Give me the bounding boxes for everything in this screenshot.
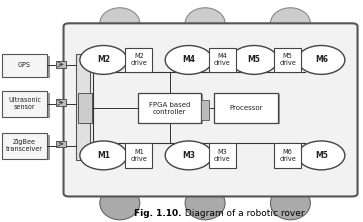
Ellipse shape xyxy=(100,8,140,39)
Ellipse shape xyxy=(185,8,225,39)
Text: M2: M2 xyxy=(97,56,110,64)
Text: M6: M6 xyxy=(315,56,328,64)
FancyBboxPatch shape xyxy=(214,93,278,123)
FancyBboxPatch shape xyxy=(56,99,66,106)
Text: M3
drive: M3 drive xyxy=(214,149,231,162)
FancyBboxPatch shape xyxy=(209,48,236,72)
FancyBboxPatch shape xyxy=(4,135,50,160)
Text: M1: M1 xyxy=(97,151,110,160)
Text: M2
drive: M2 drive xyxy=(130,54,147,66)
FancyBboxPatch shape xyxy=(138,93,201,123)
FancyBboxPatch shape xyxy=(4,93,50,118)
Ellipse shape xyxy=(100,186,140,220)
Text: M4
drive: M4 drive xyxy=(214,54,231,66)
Circle shape xyxy=(231,46,278,74)
FancyBboxPatch shape xyxy=(64,23,358,196)
Circle shape xyxy=(165,141,212,170)
FancyBboxPatch shape xyxy=(2,91,47,117)
Text: Fig. 1.10.: Fig. 1.10. xyxy=(134,209,182,218)
Text: Ultrasonic
sensor: Ultrasonic sensor xyxy=(8,97,41,110)
Circle shape xyxy=(165,46,212,74)
Ellipse shape xyxy=(270,186,310,220)
Text: M4: M4 xyxy=(182,56,195,64)
Circle shape xyxy=(298,46,345,74)
Text: ZigBee
transceiver: ZigBee transceiver xyxy=(6,139,43,153)
Text: M5
drive: M5 drive xyxy=(279,54,296,66)
FancyBboxPatch shape xyxy=(274,48,301,72)
FancyBboxPatch shape xyxy=(125,48,152,72)
Text: FPGA based
controller: FPGA based controller xyxy=(149,102,190,115)
FancyBboxPatch shape xyxy=(56,61,66,68)
Text: Processor: Processor xyxy=(229,105,263,111)
FancyBboxPatch shape xyxy=(274,143,301,168)
Circle shape xyxy=(80,141,127,170)
FancyBboxPatch shape xyxy=(2,133,47,159)
Circle shape xyxy=(80,46,127,74)
Text: M6
drive: M6 drive xyxy=(279,149,296,162)
Text: Diagram of a robotic rover: Diagram of a robotic rover xyxy=(182,209,304,218)
FancyBboxPatch shape xyxy=(201,100,209,120)
FancyBboxPatch shape xyxy=(2,54,47,77)
FancyBboxPatch shape xyxy=(78,93,92,123)
Circle shape xyxy=(298,141,345,170)
FancyBboxPatch shape xyxy=(125,143,152,168)
Text: M3: M3 xyxy=(182,151,195,160)
FancyBboxPatch shape xyxy=(209,143,236,168)
Text: M5: M5 xyxy=(248,56,261,64)
FancyBboxPatch shape xyxy=(216,94,280,124)
FancyBboxPatch shape xyxy=(4,56,50,78)
Text: M5: M5 xyxy=(315,151,328,160)
FancyBboxPatch shape xyxy=(140,94,203,124)
FancyBboxPatch shape xyxy=(76,54,90,160)
Text: GPS: GPS xyxy=(18,62,31,69)
Ellipse shape xyxy=(270,8,310,39)
Ellipse shape xyxy=(185,186,225,220)
FancyBboxPatch shape xyxy=(56,141,66,147)
Text: M1
drive: M1 drive xyxy=(130,149,147,162)
